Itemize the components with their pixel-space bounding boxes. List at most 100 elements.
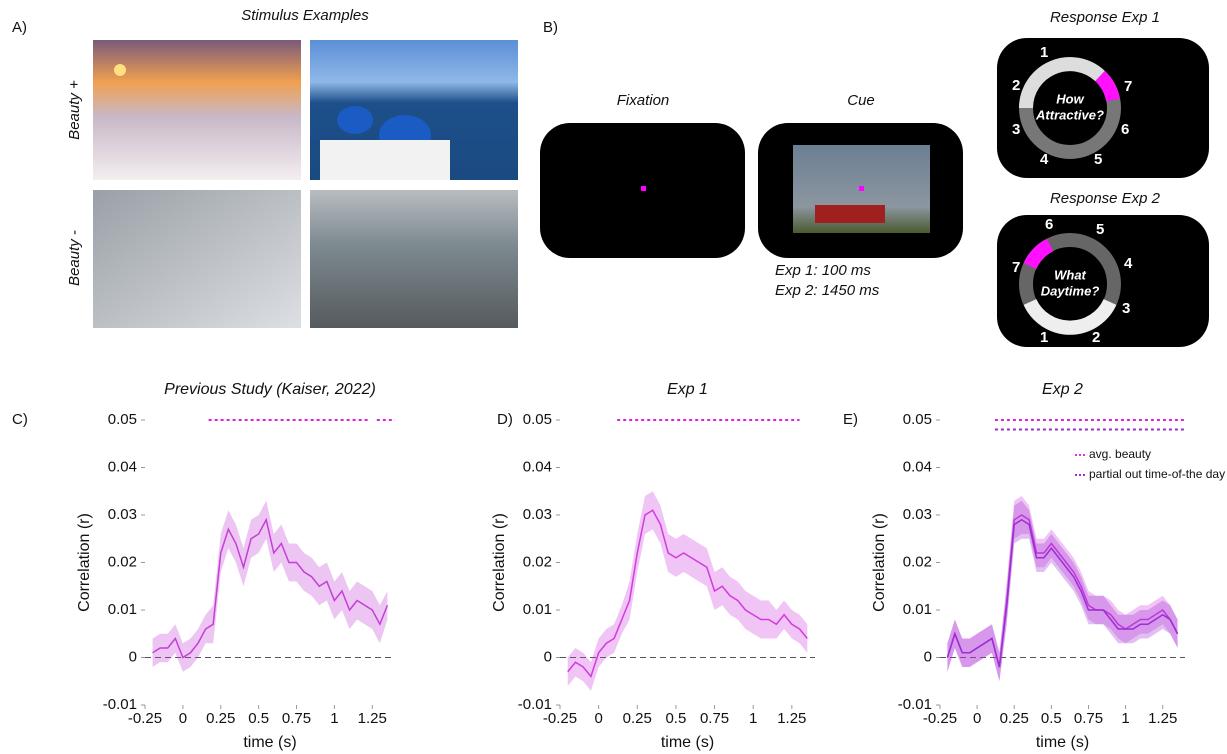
scale-number: 2 [1092,329,1100,346]
x-axis-label: time (s) [1036,734,1089,751]
panel-label: B) [543,19,558,36]
y-tick-label: 0.04 [523,458,552,475]
y-tick-label: 0.05 [108,411,137,428]
x-tick-label: 1 [330,710,338,727]
panel-label: A) [12,19,27,36]
scale-number: 4 [1040,151,1049,168]
y-tick-label: 0.03 [108,506,137,523]
y-tick-label: 0.05 [903,411,932,428]
chart-title: Exp 2 [1042,381,1083,398]
error-band [568,491,808,691]
y-tick-label: 0 [924,648,932,665]
x-axis-label: time (s) [243,734,296,751]
x-tick-label: 1.25 [358,710,387,727]
scale-number: 2 [1012,77,1020,94]
fixation-dot [641,186,646,191]
x-tick-label: -0.25 [543,710,577,727]
question: How [1056,91,1084,106]
y-tick-label: 0.01 [108,601,137,618]
row-label: Beauty + [66,80,83,140]
scale-number: 1 [1040,329,1048,346]
panel-a: A) Stimulus Examples Beauty + Beauty - [12,7,518,328]
x-tick-label: 0.5 [665,710,686,727]
legend-label: avg. beauty [1089,447,1151,461]
x-tick-label: 1.25 [1148,710,1177,727]
screen-title: Response Exp 2 [1050,190,1161,207]
scale-number: 6 [1045,216,1053,233]
panel-label: E) [843,411,858,428]
x-tick-label: -0.25 [923,710,957,727]
y-tick-label: 0.02 [108,553,137,570]
x-tick-label: 0.25 [206,710,235,727]
screen-title: Cue [847,92,875,109]
y-axis-label: Correlation (r) [871,513,888,612]
line [947,520,1177,667]
panel-label: C) [12,411,28,428]
y-tick-label: 0 [544,648,552,665]
scale-number: 7 [1124,78,1132,95]
photo [93,40,301,180]
dome [337,106,373,134]
x-tick-label: 0 [973,710,981,727]
y-tick-label: 0.01 [903,601,932,618]
photo [310,190,518,328]
y-tick-label: 0.04 [108,458,137,475]
question: Daytime? [1041,283,1100,298]
y-tick-label: 0 [129,648,137,665]
panel-title: Stimulus Examples [241,7,369,24]
x-tick-label: 1 [749,710,757,727]
screen-title: Fixation [617,92,670,109]
scale-number: 1 [1040,44,1048,61]
y-tick-label: 0.03 [523,506,552,523]
scale-number: 5 [1096,221,1104,238]
panel-b: B) Fixation Cue Exp 1: 100 ms Exp 2: 145… [540,9,1209,347]
scale-number: 5 [1094,151,1102,168]
sun [114,64,126,76]
y-tick-label: 0.02 [523,553,552,570]
row-label: Beauty - [66,230,83,286]
timing: Exp 2: 1450 ms [775,282,880,299]
chart-title: Exp 1 [667,381,708,398]
x-tick-label: 0.75 [700,710,729,727]
photo [93,190,301,328]
panel-label: D) [497,411,513,428]
y-axis-label: Correlation (r) [76,513,93,612]
x-tick-label: 0.5 [248,710,269,727]
y-tick-label: 0.03 [903,506,932,523]
question: What [1054,267,1086,282]
x-tick-label: 0.75 [1074,710,1103,727]
x-tick-label: 1.25 [777,710,806,727]
scale-number: 4 [1124,255,1133,272]
y-tick-label: 0.04 [903,458,932,475]
scale-number: 3 [1122,300,1130,317]
figure: A) Stimulus Examples Beauty + Beauty - B… [0,0,1227,754]
fixation-dot [859,186,864,191]
chart-title: Previous Study (Kaiser, 2022) [164,381,376,398]
y-tick-label: 0.01 [523,601,552,618]
scale-number: 3 [1012,121,1020,138]
x-tick-label: 0.5 [1041,710,1062,727]
question: Attractive? [1035,107,1104,122]
x-axis-label: time (s) [661,734,714,751]
x-tick-label: 0 [594,710,602,727]
scale-number: 7 [1012,259,1020,276]
x-tick-label: -0.25 [128,710,162,727]
chart: C) Previous Study (Kaiser, 2022) time (s) C… [12,381,395,751]
barn [815,205,885,223]
y-axis-label: Correlation (r) [491,513,508,612]
x-tick-label: 0.25 [623,710,652,727]
screen-title: Response Exp 1 [1050,9,1160,26]
error-band [947,501,1177,682]
y-tick-label: 0.05 [523,411,552,428]
y-tick-label: 0.02 [903,553,932,570]
error-band [153,501,388,672]
x-tick-label: 0 [179,710,187,727]
legend-label: partial out time-of-the day [1089,467,1225,481]
scale-number: 6 [1121,121,1129,138]
x-tick-label: 1 [1121,710,1129,727]
x-tick-label: 0.25 [1000,710,1029,727]
building [320,140,450,180]
x-tick-label: 0.75 [282,710,311,727]
